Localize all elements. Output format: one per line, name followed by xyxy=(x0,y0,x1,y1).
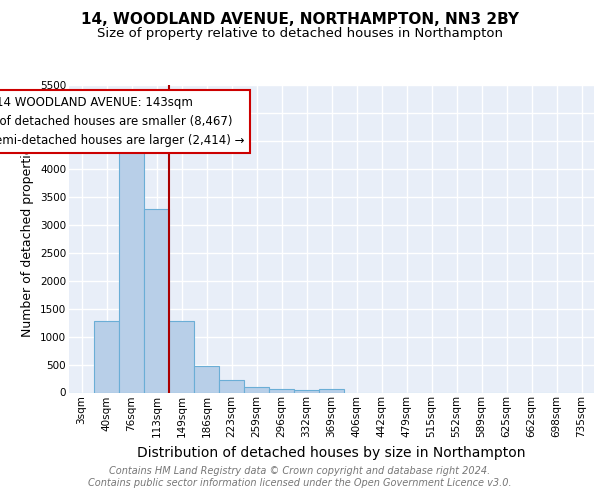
Bar xyxy=(119,150,144,392)
Text: 14, WOODLAND AVENUE, NORTHAMPTON, NN3 2BY: 14, WOODLAND AVENUE, NORTHAMPTON, NN3 2B… xyxy=(81,12,519,28)
Bar xyxy=(169,321,194,392)
Bar xyxy=(194,366,219,392)
Bar xyxy=(144,209,169,392)
Bar xyxy=(269,388,294,392)
Text: Contains HM Land Registry data © Crown copyright and database right 2024.
Contai: Contains HM Land Registry data © Crown c… xyxy=(88,466,512,487)
X-axis label: Distribution of detached houses by size in Northampton: Distribution of detached houses by size … xyxy=(137,446,526,460)
Bar xyxy=(94,321,119,392)
Text: Size of property relative to detached houses in Northampton: Size of property relative to detached ho… xyxy=(97,28,503,40)
Bar xyxy=(319,388,344,392)
Text: 14 WOODLAND AVENUE: 143sqm
← 77% of detached houses are smaller (8,467)
22% of s: 14 WOODLAND AVENUE: 143sqm ← 77% of deta… xyxy=(0,96,244,147)
Bar xyxy=(244,387,269,392)
Bar xyxy=(294,390,319,392)
Bar xyxy=(219,380,244,392)
Y-axis label: Number of detached properties: Number of detached properties xyxy=(22,140,34,337)
